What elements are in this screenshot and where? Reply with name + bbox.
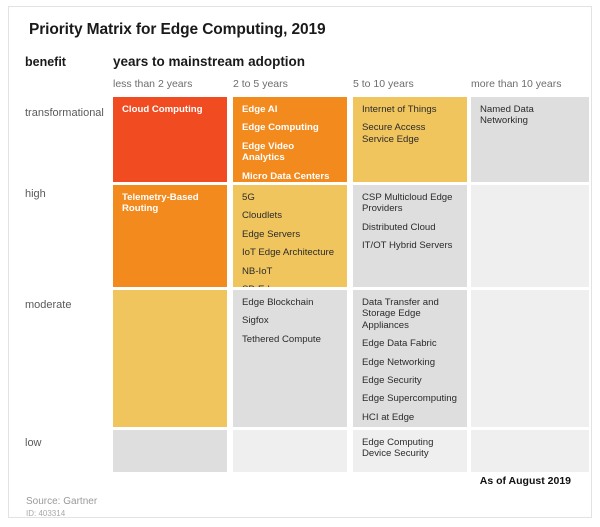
matrix-item: CSP Multicloud Edge Providers [362,192,453,215]
matrix-item: 5G [242,192,255,203]
matrix-cell-r0-c1: Edge AI Edge Computing Edge Video Analytic… [233,97,347,182]
matrix-cell-r1-c3 [471,185,589,287]
column-header-2: 5 to 10 years [353,78,414,90]
matrix-cell-r3-c0 [113,430,227,472]
matrix-item: Sigfox [242,315,269,327]
column-header-1: 2 to 5 years [233,78,288,90]
matrix-item: Distributed Cloud [362,221,436,233]
id-note: ID: 403314 [26,509,66,518]
matrix-item: SD Edge [242,284,339,287]
matrix-item: Edge Servers [242,228,301,240]
row-label-2: moderate [25,299,72,311]
column-header-3: more than 10 years [471,78,562,90]
matrix-item: Internet of Things [362,104,437,115]
matrix-item: Micro Data Centers [242,170,330,182]
matrix-cell-r3-c2: Edge Computing Device Security [353,430,467,472]
matrix-item: Named Data Networking [480,104,534,127]
matrix-cell-r0-c0: Cloud Computing [113,97,227,182]
as-of-note: As of August 2019 [479,475,571,487]
figure-frame: Priority Matrix for Edge Computing, 2019… [8,6,592,518]
column-header-0: less than 2 years [113,78,193,90]
matrix-cell-r3-c3 [471,430,589,472]
matrix-item: Edge Computing [242,122,319,134]
matrix-item: Edge AI [242,104,278,115]
matrix-cell-r2-c3 [471,290,589,427]
source-note: Source: Gartner [26,496,98,507]
matrix-item: Edge Video Analytics [242,140,295,164]
matrix-item: Cloud Computing [122,104,203,115]
matrix-item: HCI at Edge [362,411,415,423]
matrix-cell-r2-c1: Edge Blockchain Sigfox Tethered Compute [233,290,347,427]
matrix-item: Secure Access Service Edge [362,122,426,145]
matrix-item: IoT Edge Architecture [242,247,335,259]
matrix-cell-r0-c2: Internet of Things Secure Access Service … [353,97,467,182]
matrix-item: IT/OT Hybrid Servers [362,240,453,252]
matrix-cell-r1-c2: CSP Multicloud Edge Providers Distributed… [353,185,467,287]
matrix-item: Cloudlets [242,210,282,222]
matrix-cell-r0-c3: Named Data Networking [471,97,589,182]
matrix-cell-r2-c0 [113,290,227,427]
matrix-cell-r3-c1 [233,430,347,472]
matrix-item: Edge Blockchain [242,297,314,308]
row-label-1: high [25,188,46,200]
matrix-item: Telemetry-Based Routing [122,192,199,215]
matrix-item: Data Transfer and Storage Edge Appliance… [362,297,439,331]
row-label-0: transformational [25,107,104,119]
page-title: Priority Matrix for Edge Computing, 2019 [29,21,326,38]
matrix-item: Tethered Compute [242,333,321,345]
matrix-item: Edge Security [362,375,422,387]
matrix-cell-r2-c2: Data Transfer and Storage Edge Appliance… [353,290,467,427]
matrix-item: Edge Data Fabric [362,338,437,350]
matrix-item: Edge Computing Device Security [362,437,434,460]
matrix-item: Edge Supercomputing [362,393,457,405]
matrix-cell-r1-c1: 5G Cloudlets Edge Servers IoT Edge Architec… [233,185,347,287]
y-axis-label: benefit [25,55,66,69]
row-label-3: low [25,437,42,449]
matrix-item: Edge Networking [362,356,436,368]
matrix-item: NB-IoT [242,265,273,277]
x-axis-label: years to mainstream adoption [113,54,306,69]
matrix-cell-r1-c0: Telemetry-Based Routing [113,185,227,287]
